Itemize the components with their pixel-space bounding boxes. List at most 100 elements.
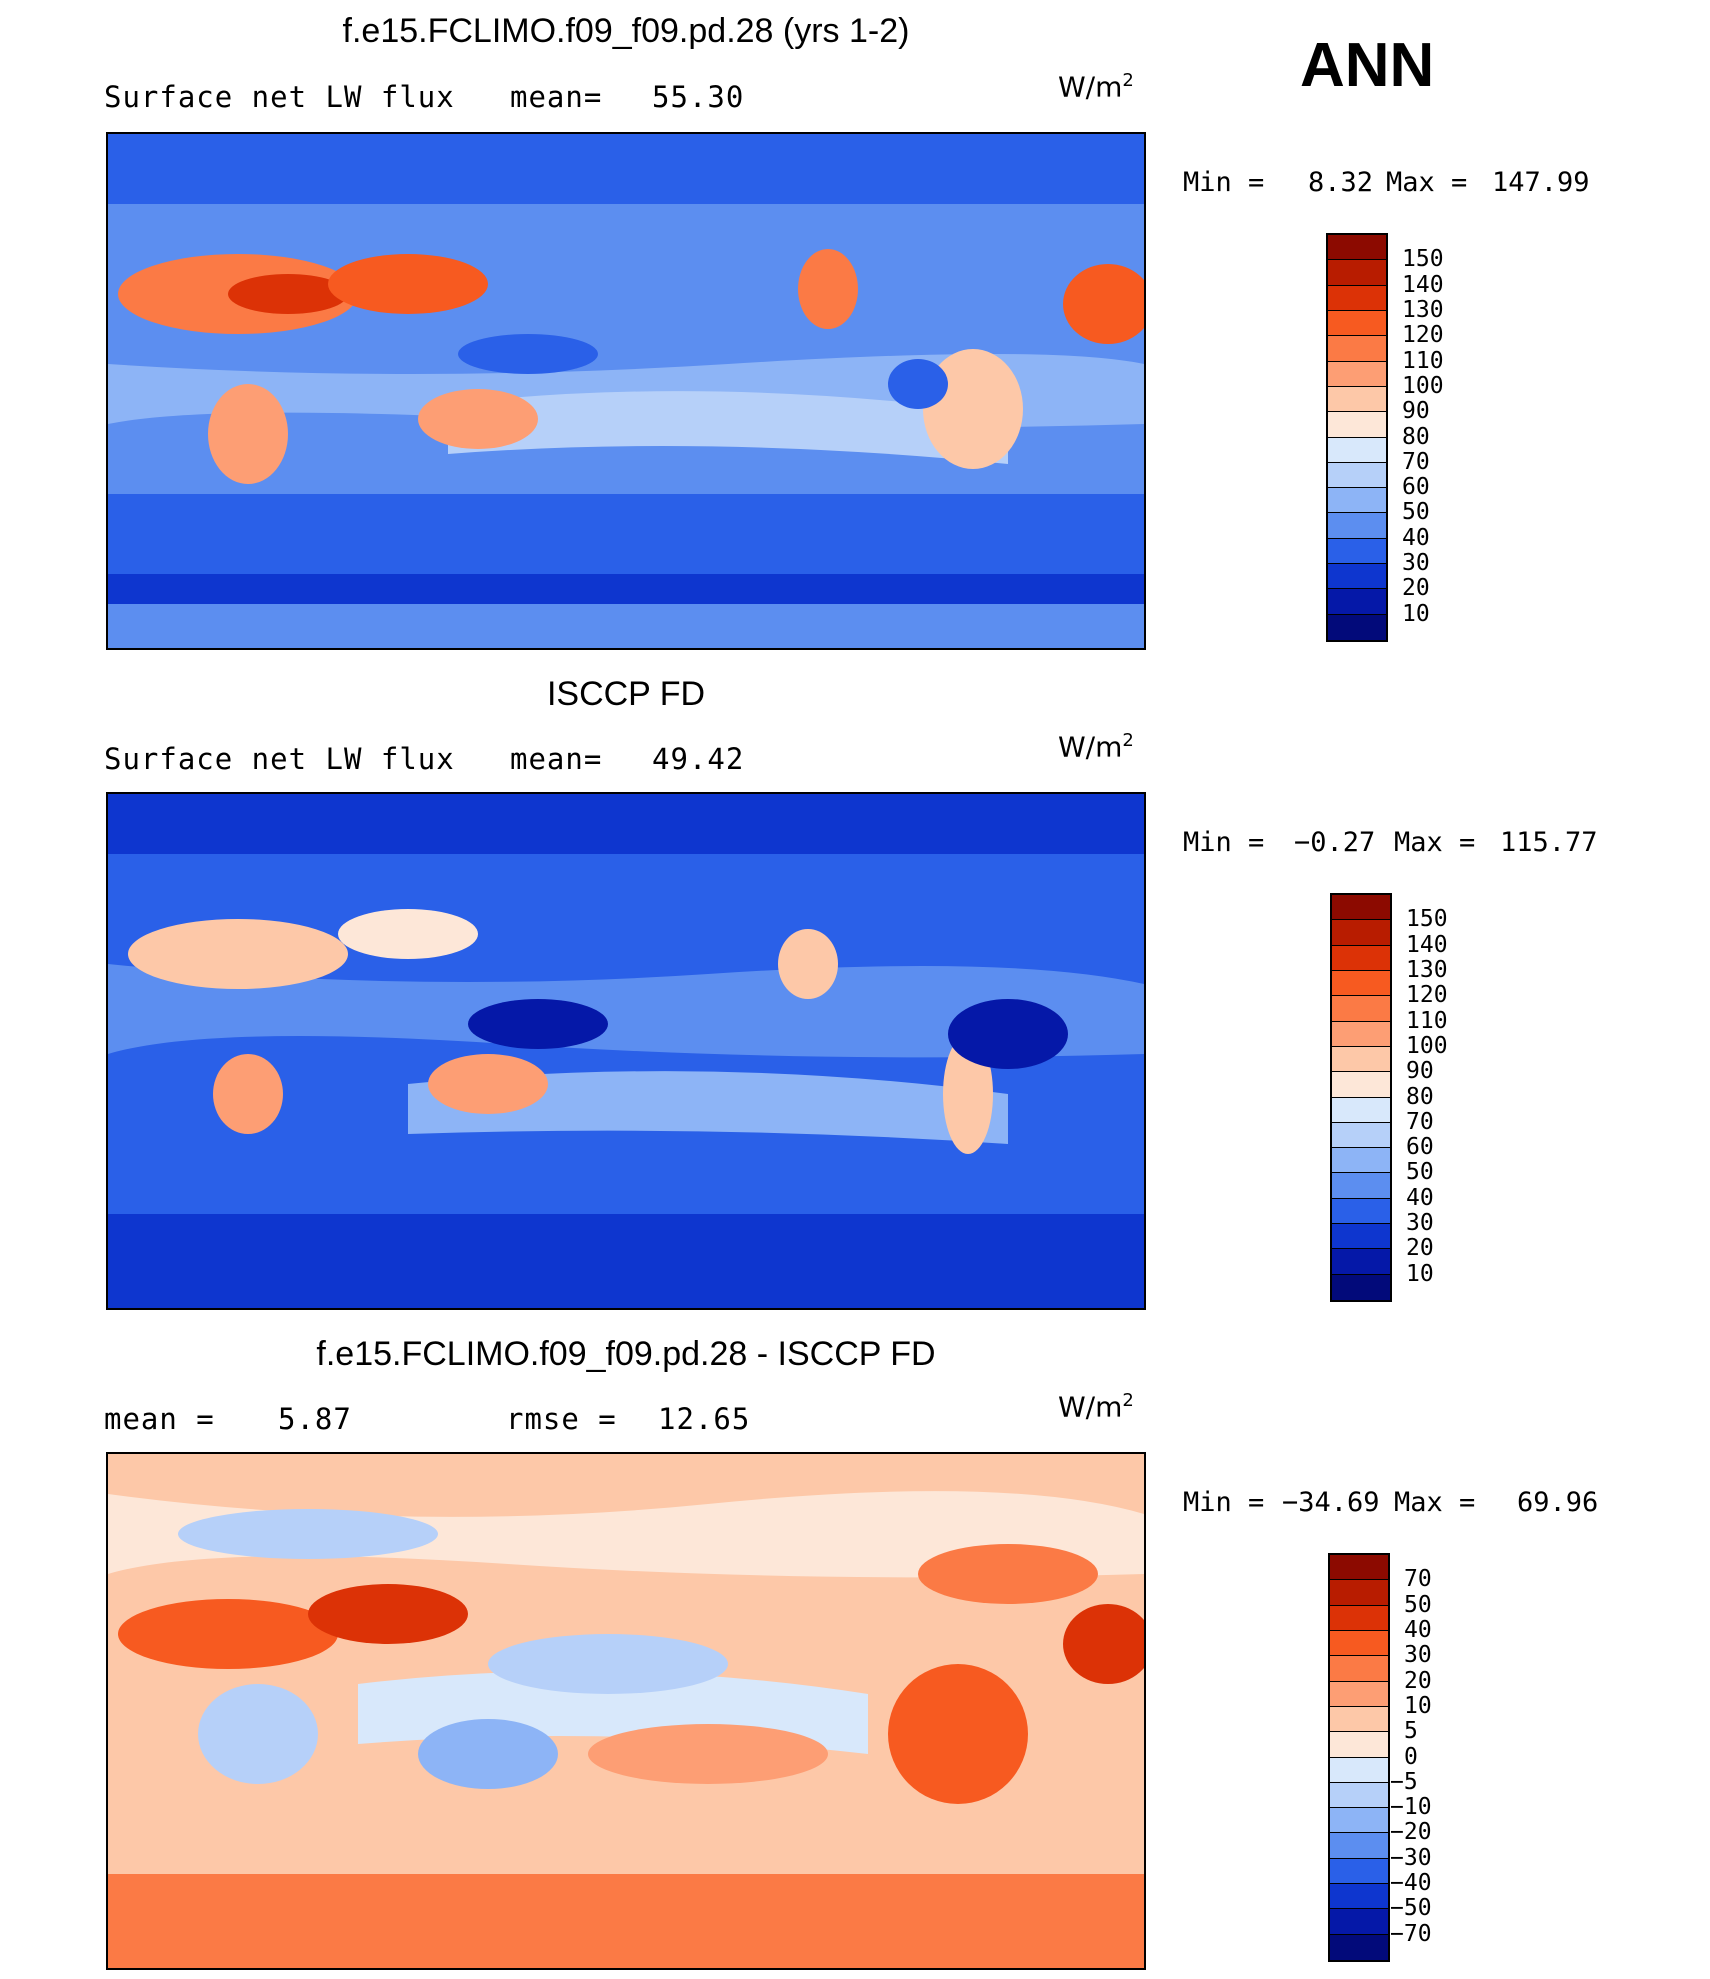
panel1-max-label: Max = (1386, 167, 1468, 198)
panel1-max-value: 147.99 (1492, 167, 1590, 198)
colorbar-swatch (1332, 895, 1390, 921)
colorbar-tick-label: 50 (1404, 1591, 1432, 1618)
colorbar-swatch (1332, 1122, 1390, 1149)
colorbar-tick-label: 100 (1406, 1032, 1448, 1059)
panel1-min-value: 8.32 (1308, 167, 1374, 198)
colorbar-tick-label: 130 (1406, 956, 1448, 983)
colorbar-swatch (1330, 1580, 1388, 1606)
panel2-max-value: 115.77 (1500, 827, 1598, 858)
colorbar-swatch (1330, 1757, 1388, 1783)
colorbar-tick-label: 40 (1406, 1184, 1434, 1211)
panel3-difference-map (106, 1452, 1146, 1970)
panel3-contour-field (108, 1454, 1144, 1968)
panel3-title: f.e15.FCLIMO.f09_f09.pd.28 - ISCCP FD (316, 1335, 936, 1373)
colorbar-tick-label: 150 (1402, 246, 1444, 273)
colorbar-swatch (1328, 462, 1386, 489)
colorbar-swatch (1328, 564, 1386, 590)
colorbar-swatch (1330, 1732, 1388, 1758)
panel1-model-map (106, 132, 1146, 650)
panel1-variable-label: Surface net LW flux (104, 80, 455, 114)
colorbar-swatch (1328, 437, 1386, 463)
colorbar-tick-label: 70 (1406, 1108, 1434, 1135)
colorbar-tick-label: 110 (1402, 347, 1444, 374)
colorbar-swatch (1328, 614, 1386, 640)
colorbar-tick-label: 60 (1406, 1134, 1434, 1161)
colorbar-tick-label: 10 (1402, 600, 1430, 627)
colorbar-swatch (1332, 1224, 1390, 1250)
colorbar-tick-label: 130 (1402, 296, 1444, 323)
colorbar-swatch (1328, 285, 1386, 311)
panel2-colorbar (1330, 893, 1392, 1302)
colorbar-swatch (1330, 1782, 1388, 1809)
colorbar-tick-label: 10 (1406, 1260, 1434, 1287)
panel1-title: f.e15.FCLIMO.f09_f09.pd.28 (yrs 1-2) (342, 12, 910, 50)
colorbar-swatch (1332, 1274, 1390, 1300)
colorbar-tick-label: −30 (1390, 1844, 1432, 1871)
colorbar-swatch (1328, 386, 1386, 413)
panel2-units: W/m2 (1058, 730, 1134, 764)
panel1-min-label: Min = (1183, 167, 1265, 198)
colorbar-swatch (1328, 235, 1386, 261)
colorbar-tick-label: −40 (1390, 1870, 1432, 1897)
panel3-max-value: 69.96 (1517, 1487, 1599, 1518)
panel1-mean-label: mean= (510, 80, 603, 114)
panel3-min-value: −34.69 (1282, 1487, 1380, 1518)
colorbar-tick-label: 30 (1406, 1210, 1434, 1237)
colorbar-swatch (1328, 589, 1386, 615)
colorbar-tick-label: −10 (1390, 1794, 1432, 1821)
colorbar-swatch (1328, 336, 1386, 362)
colorbar-tick-label: 40 (1402, 524, 1430, 551)
colorbar-swatch (1332, 996, 1390, 1022)
colorbar-swatch (1328, 488, 1386, 514)
panel3-max-label: Max = (1394, 1487, 1476, 1518)
colorbar-swatch (1328, 513, 1386, 539)
colorbar-swatch (1332, 1173, 1390, 1199)
colorbar-swatch (1332, 920, 1390, 946)
colorbar-tick-label: 120 (1406, 982, 1448, 1009)
colorbar-swatch (1330, 1858, 1388, 1885)
panel3-min-label: Min = (1183, 1487, 1265, 1518)
colorbar-tick-label: 100 (1402, 372, 1444, 399)
colorbar-swatch (1332, 1072, 1390, 1098)
season-label: ANN (1300, 31, 1435, 100)
colorbar-tick-label: −20 (1390, 1819, 1432, 1846)
colorbar-tick-label: 140 (1406, 931, 1448, 958)
panel2-contour-field (108, 794, 1144, 1308)
colorbar-tick-label: 40 (1404, 1616, 1432, 1643)
colorbar-swatch (1330, 1833, 1388, 1859)
colorbar-tick-label: 70 (1402, 448, 1430, 475)
panel3-colorbar (1328, 1553, 1390, 1962)
panel3-mean-label: mean = (104, 1402, 215, 1436)
colorbar-swatch (1332, 1021, 1390, 1047)
panel3-rmse-label: rmse = (506, 1402, 617, 1436)
colorbar-swatch (1328, 260, 1386, 286)
panel3-rmse-value: 12.65 (658, 1402, 751, 1436)
panel1-contour-field (108, 134, 1144, 648)
colorbar-swatch (1332, 1148, 1390, 1174)
colorbar-tick-label: 30 (1402, 550, 1430, 577)
colorbar-tick-label: 0 (1404, 1743, 1418, 1770)
colorbar-swatch (1330, 1555, 1388, 1581)
colorbar-swatch (1330, 1605, 1388, 1631)
colorbar-tick-label: 60 (1402, 474, 1430, 501)
colorbar-tick-label: −70 (1390, 1920, 1432, 1947)
colorbar-swatch (1330, 1656, 1388, 1682)
panel1-colorbar (1326, 233, 1388, 642)
colorbar-tick-label: 110 (1406, 1007, 1448, 1034)
panel2-min-value: −0.27 (1294, 827, 1376, 858)
colorbar-swatch (1328, 412, 1386, 438)
colorbar-tick-label: 10 (1404, 1692, 1432, 1719)
colorbar-swatch (1330, 1630, 1388, 1657)
colorbar-tick-label: 30 (1404, 1642, 1432, 1669)
colorbar-swatch (1332, 1198, 1390, 1225)
colorbar-swatch (1330, 1706, 1388, 1733)
colorbar-tick-label: 20 (1404, 1667, 1432, 1694)
colorbar-tick-label: −5 (1390, 1768, 1418, 1795)
panel2-variable-label: Surface net LW flux (104, 742, 455, 776)
colorbar-tick-label: 80 (1402, 423, 1430, 450)
colorbar-swatch (1328, 310, 1386, 337)
colorbar-tick-label: 50 (1402, 499, 1430, 526)
colorbar-swatch (1330, 1934, 1388, 1960)
panel2-mean-value: 49.42 (652, 742, 745, 776)
colorbar-swatch (1330, 1884, 1388, 1910)
